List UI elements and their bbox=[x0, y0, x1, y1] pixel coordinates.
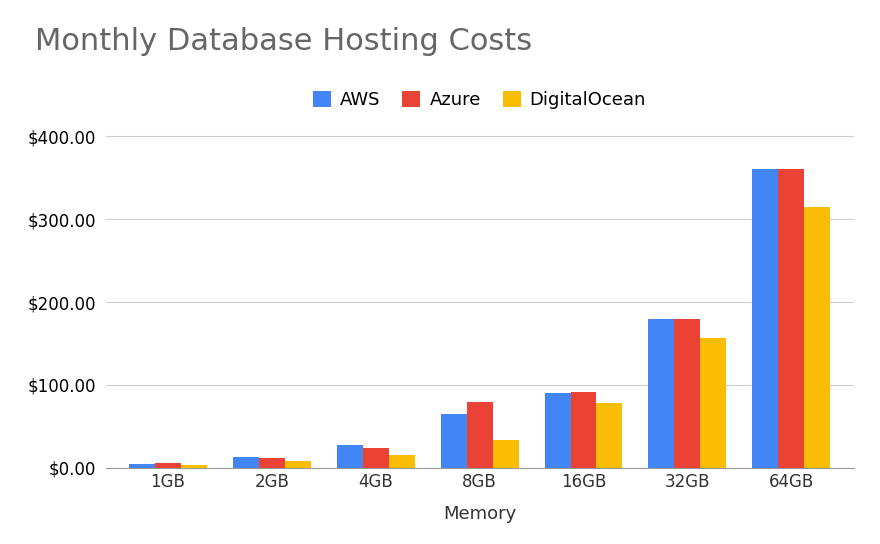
X-axis label: Memory: Memory bbox=[443, 505, 517, 523]
Bar bbox=[466, 401, 493, 468]
Bar bbox=[363, 448, 389, 468]
Bar bbox=[181, 465, 207, 468]
Bar bbox=[337, 444, 363, 468]
Bar bbox=[649, 319, 674, 468]
Bar bbox=[441, 414, 466, 468]
Bar bbox=[259, 458, 285, 468]
Bar bbox=[674, 319, 700, 468]
Text: Monthly Database Hosting Costs: Monthly Database Hosting Costs bbox=[35, 27, 532, 56]
Bar bbox=[129, 463, 155, 468]
Bar bbox=[597, 403, 622, 468]
Bar bbox=[570, 392, 597, 468]
Bar bbox=[752, 169, 778, 468]
Bar bbox=[778, 169, 804, 468]
Bar bbox=[700, 338, 726, 468]
Bar bbox=[389, 455, 414, 468]
Legend: AWS, Azure, DigitalOcean: AWS, Azure, DigitalOcean bbox=[306, 83, 653, 116]
Bar bbox=[233, 457, 259, 468]
Bar bbox=[545, 393, 570, 468]
Bar bbox=[285, 461, 311, 468]
Bar bbox=[804, 207, 830, 468]
Bar bbox=[155, 463, 181, 468]
Bar bbox=[493, 441, 518, 468]
